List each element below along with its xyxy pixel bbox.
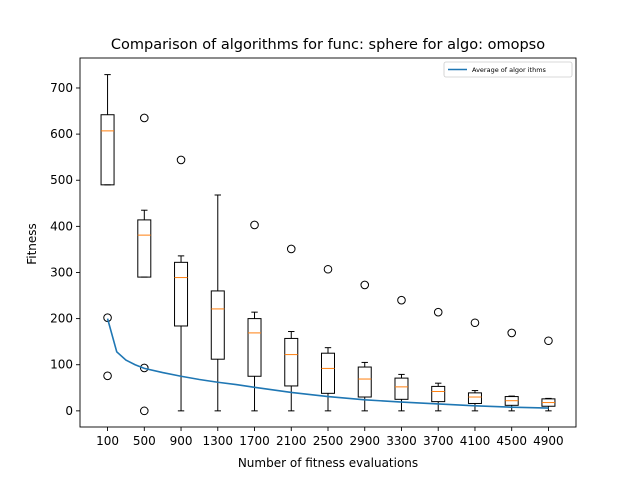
box-3700 (431, 307, 446, 412)
outlier-point (139, 363, 149, 373)
y-axis: 0 100 200 300 400 500 600 700 (50, 81, 80, 418)
outlier-point (470, 318, 480, 328)
outlier-point (397, 295, 406, 305)
x-tick-label: 3700 (423, 434, 454, 448)
outlier-point (103, 371, 112, 381)
outlier-point (139, 406, 149, 416)
x-tick-label: 4500 (496, 434, 527, 448)
iqr-box (467, 392, 482, 404)
iqr-box (431, 385, 446, 403)
y-tick-label: 300 (50, 265, 73, 279)
legend-label: Average of algor ithms (472, 66, 547, 74)
y-tick-label: 0 (65, 404, 73, 418)
box-4900 (541, 336, 556, 412)
box-3300 (394, 295, 409, 412)
y-tick-label: 600 (50, 127, 73, 141)
box-4500 (504, 328, 519, 412)
x-tick-label: 500 (133, 434, 156, 448)
box-900 (174, 155, 189, 412)
outlier-point (250, 220, 259, 230)
box-1300 (210, 194, 225, 412)
iqr-box (137, 219, 152, 278)
iqr-box (247, 318, 262, 377)
x-tick-label: 2100 (276, 434, 307, 448)
outlier-point (544, 336, 553, 346)
x-tick-label: 2500 (313, 434, 344, 448)
box-2100 (284, 244, 299, 412)
box-500 (137, 113, 152, 416)
box-1700 (247, 220, 262, 412)
legend-box (443, 61, 573, 78)
x-tick-label: 4100 (460, 434, 491, 448)
x-tick-label: 900 (170, 434, 193, 448)
outlier-point (139, 113, 149, 123)
x-axis: 100 500 900 1300 1700 2100 2500 2900 3300 3700 410… (96, 427, 564, 448)
x-tick-label: 1700 (239, 434, 270, 448)
outlier-point (323, 264, 333, 274)
chart-title: Comparison of algorithms for func: spher… (111, 37, 545, 53)
x-tick-label: 1300 (203, 434, 234, 448)
iqr-box (357, 366, 372, 398)
y-tick-label: 700 (50, 81, 73, 95)
y-axis-label: Fitness (25, 223, 39, 265)
iqr-box (284, 337, 299, 387)
iqr-box (174, 261, 189, 327)
iqr-box (210, 290, 225, 360)
average-line (106, 318, 549, 409)
y-tick-label: 500 (50, 173, 73, 187)
outlier-point (433, 307, 443, 317)
box-100 (100, 74, 115, 381)
iqr-box (394, 377, 409, 400)
outlier-point (286, 244, 296, 254)
legend: Average of algor ithms (443, 61, 573, 78)
x-tick-label: 3300 (386, 434, 417, 448)
x-tick-label: 4900 (533, 434, 564, 448)
iqr-box (100, 114, 115, 186)
x-tick-label: 2900 (349, 434, 380, 448)
y-tick-label: 200 (50, 312, 73, 326)
outlier-point (176, 155, 186, 165)
iqr-box (321, 352, 335, 394)
x-axis-label: Number of fitness evaluations (238, 456, 418, 470)
y-tick-label: 100 (50, 358, 73, 372)
x-tick-label: 100 (96, 434, 119, 448)
plot-area (79, 57, 577, 428)
y-tick-label: 400 (50, 219, 73, 233)
outlier-point (507, 328, 517, 338)
outlier-point (360, 280, 370, 290)
box-2500 (321, 264, 335, 412)
box-4100 (467, 318, 482, 412)
